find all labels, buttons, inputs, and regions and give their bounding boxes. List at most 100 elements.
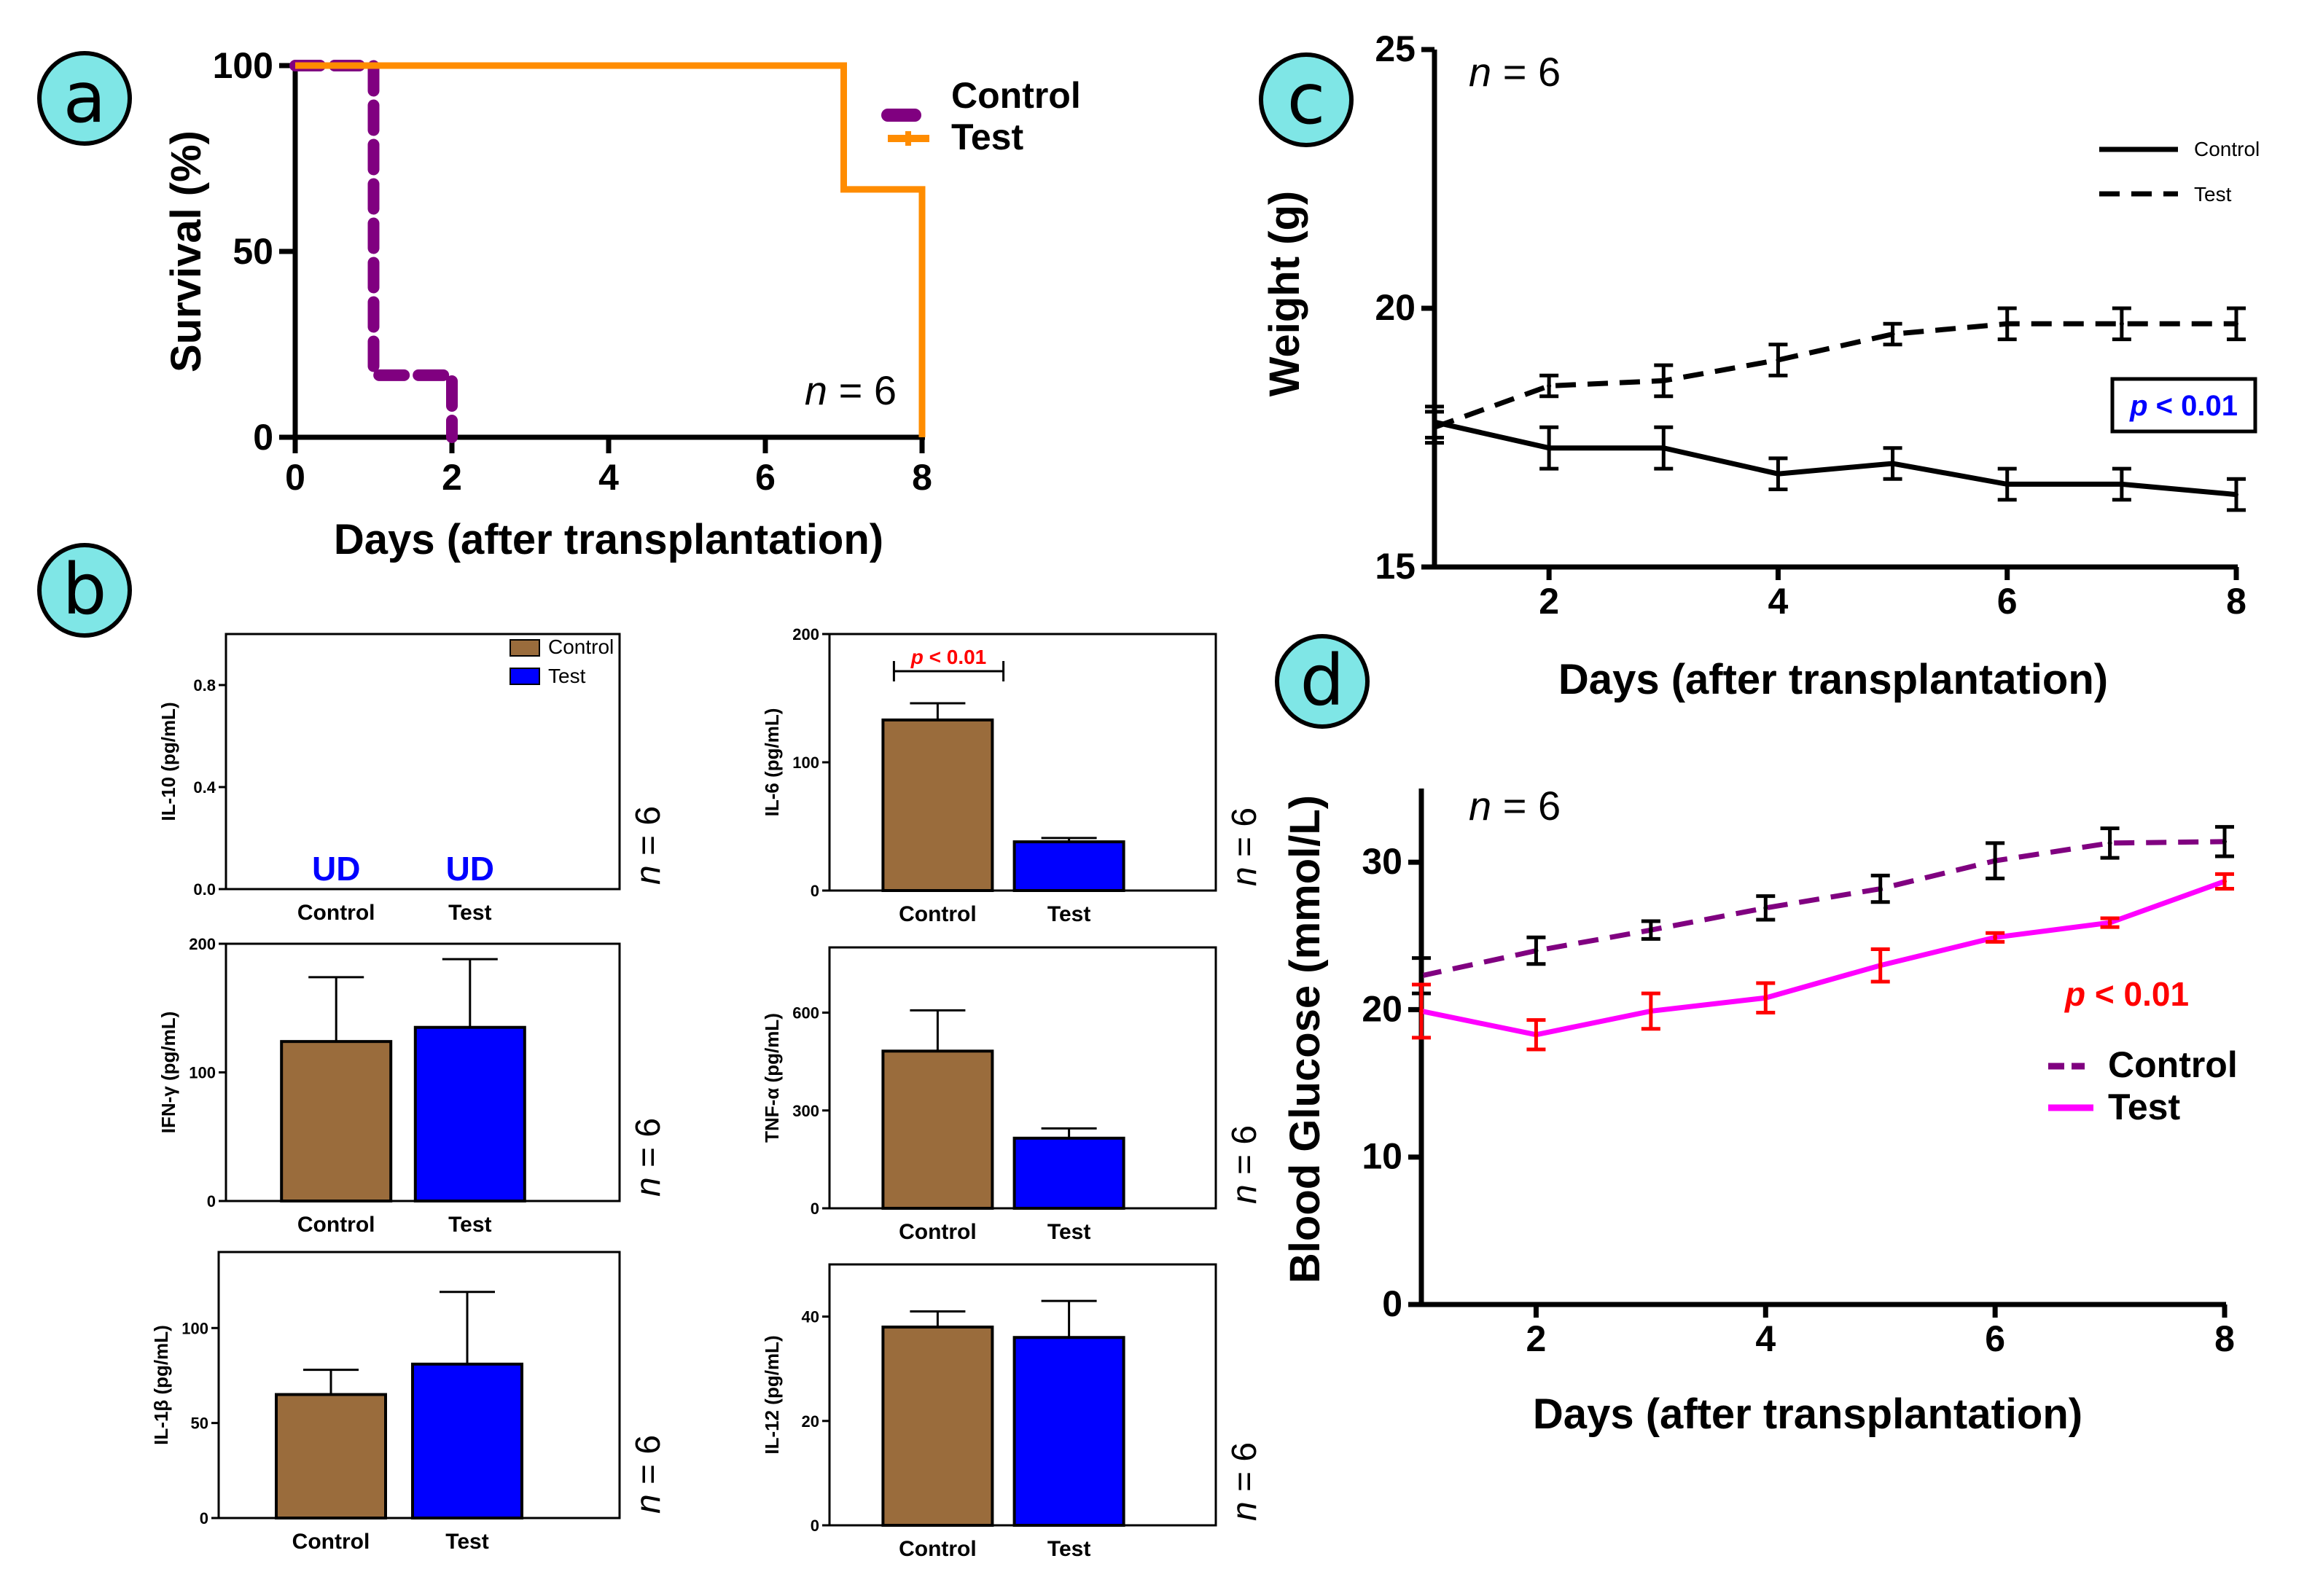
series-line-control bbox=[289, 60, 458, 443]
data-point-test bbox=[1419, 1009, 1424, 1014]
subplot-il10: 0.0 0.4 0.8 Control Test UD UD IL-10 (pg/mL) n =… bbox=[157, 633, 668, 925]
n-annotation-var: n bbox=[1469, 783, 1491, 829]
y-tick-label: 100 bbox=[213, 45, 273, 86]
bar-test bbox=[1012, 840, 1125, 892]
category-label: Test bbox=[1047, 1537, 1090, 1561]
svg-text:a: a bbox=[63, 57, 106, 138]
y-tick-label: 100 bbox=[181, 1319, 208, 1337]
x-tick-label: 4 bbox=[598, 457, 619, 498]
data-point-test bbox=[1547, 383, 1552, 388]
data-point-control bbox=[1419, 973, 1424, 978]
significance-label: p < 0.01 bbox=[910, 646, 987, 668]
bar-test bbox=[1012, 1136, 1125, 1210]
data-point-control bbox=[1763, 905, 1768, 910]
y-tick-label: 0.8 bbox=[193, 676, 216, 695]
y-tick-label: 0 bbox=[811, 1517, 819, 1535]
panel-label-d: d bbox=[1275, 634, 1370, 729]
bar-test bbox=[411, 1362, 523, 1519]
y-tick-label: 0 bbox=[207, 1192, 216, 1210]
survival-chart: 0 50 100 0 2 4 6 8 Days (after transplantation) S… bbox=[163, 45, 1081, 563]
y-axis-title: IL-1β (pg/mL) bbox=[150, 1325, 172, 1445]
n-annotation-var: n bbox=[1225, 1501, 1264, 1521]
category-label: Test bbox=[1047, 1220, 1090, 1244]
y-tick-label: 0 bbox=[1382, 1283, 1402, 1324]
legend-label-test: Test bbox=[2108, 1087, 2180, 1127]
data-point-control bbox=[2222, 839, 2227, 844]
category-label: Test bbox=[448, 1213, 491, 1237]
y-tick-label: 0 bbox=[811, 1200, 819, 1218]
series-line-control bbox=[1421, 839, 2225, 979]
n-annotation-rest: = 6 bbox=[629, 1118, 668, 1177]
y-axis-title: Survival (%) bbox=[163, 130, 210, 372]
n-annotation-rest: = 6 bbox=[1225, 1125, 1264, 1184]
x-tick-label: 2 bbox=[1526, 1318, 1547, 1359]
n-annotation-rest: = 6 bbox=[1491, 783, 1561, 829]
n-annotation: n = 6 bbox=[1225, 1125, 1264, 1204]
legend-label-test: Test bbox=[951, 117, 1023, 157]
x-axis-title: Days (after transplantation) bbox=[1558, 656, 2108, 703]
category-label: Control bbox=[297, 901, 375, 925]
y-tick-label: 10 bbox=[1362, 1136, 1402, 1177]
y-tick-label: 0.0 bbox=[193, 880, 216, 899]
legend-label-control: Control bbox=[951, 75, 1081, 116]
n-annotation-var: n bbox=[805, 367, 827, 413]
n-annotation: n = 6 bbox=[629, 806, 668, 885]
x-tick-label: 8 bbox=[912, 457, 932, 498]
data-point-test bbox=[2107, 920, 2112, 926]
legend-label-control: Control bbox=[2194, 138, 2260, 160]
data-point-test bbox=[1661, 378, 1666, 383]
data-point-control bbox=[2119, 482, 2124, 487]
data-point-control bbox=[2234, 492, 2238, 497]
data-point-test bbox=[2234, 321, 2238, 326]
series-line-control bbox=[1434, 419, 2237, 498]
data-point-test bbox=[1878, 963, 1883, 968]
n-annotation: n = 6 bbox=[1469, 49, 1561, 95]
svg-text:d: d bbox=[1300, 640, 1345, 721]
n-annotation-rest: = 6 bbox=[1491, 49, 1561, 95]
category-label: Test bbox=[448, 901, 491, 925]
y-tick-label: 0 bbox=[253, 417, 273, 458]
series-line-test bbox=[1433, 321, 2236, 430]
y-tick-label: 25 bbox=[1375, 28, 1416, 69]
y-tick-label: 0 bbox=[811, 882, 819, 900]
panel-label-c: c bbox=[1259, 52, 1354, 147]
y-tick-label: 600 bbox=[792, 1004, 819, 1022]
data-point-test bbox=[1763, 995, 1768, 1001]
legend-label-control: Control bbox=[548, 635, 614, 658]
category-label: Control bbox=[899, 1220, 977, 1244]
x-tick-label: 2 bbox=[1539, 581, 1559, 622]
n-annotation-var: n bbox=[1225, 867, 1264, 886]
n-annotation: n = 6 bbox=[1225, 807, 1264, 886]
bar-test bbox=[1012, 1336, 1125, 1527]
panel-label-b: b bbox=[37, 543, 132, 638]
data-point-test bbox=[1993, 935, 1998, 940]
legend-label-test: Test bbox=[548, 665, 586, 687]
n-annotation-rest: = 6 bbox=[827, 367, 897, 413]
x-tick-label: 0 bbox=[285, 457, 305, 498]
legend-swatch-control bbox=[510, 639, 540, 657]
y-tick-label: 100 bbox=[189, 1064, 216, 1082]
y-tick-label: 20 bbox=[1375, 287, 1416, 328]
n-annotation: n = 6 bbox=[629, 1118, 668, 1197]
y-axis-title: IL-10 (pg/mL) bbox=[157, 702, 179, 821]
y-axis-title: Blood Glucose (mmol/L) bbox=[1281, 795, 1329, 1283]
data-point-test bbox=[2119, 321, 2124, 326]
pvalue-label: p < 0.01 bbox=[2064, 975, 2189, 1013]
n-annotation: n = 6 bbox=[805, 367, 897, 413]
bar-test bbox=[413, 1025, 526, 1202]
y-tick-label: 0 bbox=[200, 1509, 208, 1527]
y-axis-title: IFN-γ (pg/mL) bbox=[157, 1012, 179, 1134]
series-line-test bbox=[295, 62, 926, 437]
n-annotation-rest: = 6 bbox=[1225, 1442, 1264, 1501]
n-annotation-rest: = 6 bbox=[629, 806, 668, 865]
data-point-test bbox=[1432, 425, 1437, 430]
n-annotation: n = 6 bbox=[1469, 783, 1561, 829]
svg-text:b: b bbox=[63, 549, 107, 630]
subplot-il12: 0 20 40 Control Test IL-12 (pg/mL) n = 6 bbox=[761, 1263, 1264, 1561]
subplot-il6: 0 100 200 Control Test p < 0.01 IL-6 (pg/mL) n … bbox=[761, 625, 1264, 926]
pvalue-box bbox=[2110, 377, 2257, 434]
x-tick-label: 8 bbox=[2214, 1318, 2235, 1359]
bar-value-label: UD bbox=[446, 850, 494, 888]
subplot-tnfa: 0 300 600 Control Test TNF-α (pg/mL) n = 6 bbox=[761, 946, 1264, 1244]
